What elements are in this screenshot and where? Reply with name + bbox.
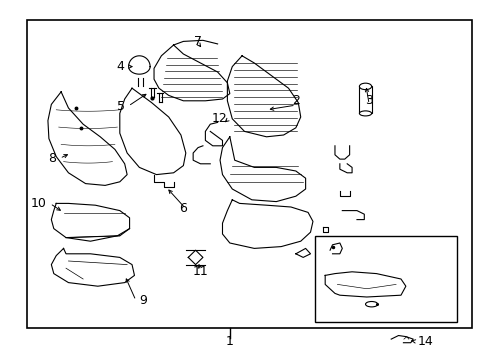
Text: 8: 8 — [48, 152, 56, 165]
Text: 10: 10 — [31, 197, 46, 210]
Text: 5: 5 — [117, 100, 124, 113]
Text: 6: 6 — [179, 202, 187, 215]
Text: 11: 11 — [192, 265, 208, 278]
Text: 7: 7 — [194, 35, 202, 48]
Bar — [27, 20, 471, 328]
Text: 9: 9 — [139, 294, 147, 307]
Ellipse shape — [365, 302, 377, 307]
Text: 3: 3 — [365, 94, 372, 107]
Text: 12: 12 — [211, 112, 227, 125]
Text: 4: 4 — [117, 60, 124, 73]
Ellipse shape — [359, 111, 371, 116]
Bar — [359, 86, 371, 113]
Text: 14: 14 — [417, 335, 433, 348]
Text: 2: 2 — [291, 94, 299, 107]
Ellipse shape — [359, 83, 371, 90]
Text: 13: 13 — [331, 307, 347, 320]
Bar — [315, 236, 456, 322]
Text: 1: 1 — [225, 335, 233, 348]
